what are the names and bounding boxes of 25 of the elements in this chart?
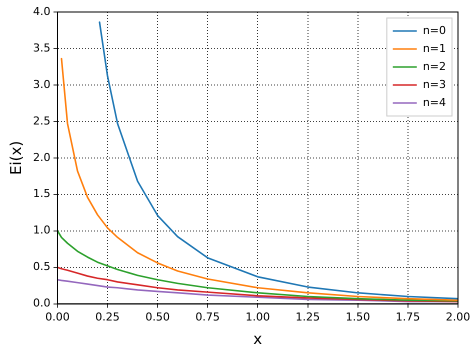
x-tick-label: 1.50 [346, 310, 370, 324]
y-tick-label: 4.0 [32, 4, 50, 18]
legend-label: n=4 [422, 96, 446, 109]
y-tick-label: 1.5 [32, 187, 50, 200]
legend-label: n=1 [422, 42, 446, 55]
x-tick-label: 1.25 [296, 310, 320, 324]
x-tick-label: 0.75 [195, 310, 220, 324]
x-tick-label: 1.75 [396, 310, 420, 324]
y-axis-title: Ei(x) [6, 140, 25, 176]
y-tick-label: 3.5 [32, 41, 50, 54]
legend-label: n=2 [422, 60, 446, 73]
x-tick-label: 2.00 [446, 310, 470, 324]
x-tick-label: 0.25 [95, 310, 120, 324]
y-tick-label: 0.0 [32, 296, 50, 310]
x-tick-label: 0.00 [45, 310, 70, 324]
x-tick-label: 1.00 [245, 310, 270, 324]
x-tick-label: 0.50 [145, 310, 170, 324]
y-tick-label: 0.5 [32, 260, 50, 274]
y-tick-label: 2.0 [32, 150, 50, 164]
y-tick-label: 2.5 [32, 114, 50, 128]
x-axis-title: x [253, 330, 262, 348]
y-tick-label: 3.0 [32, 78, 50, 91]
legend-label: n=3 [422, 78, 446, 91]
legend-label: n=0 [422, 24, 446, 37]
y-tick-label: 1.0 [32, 224, 50, 237]
